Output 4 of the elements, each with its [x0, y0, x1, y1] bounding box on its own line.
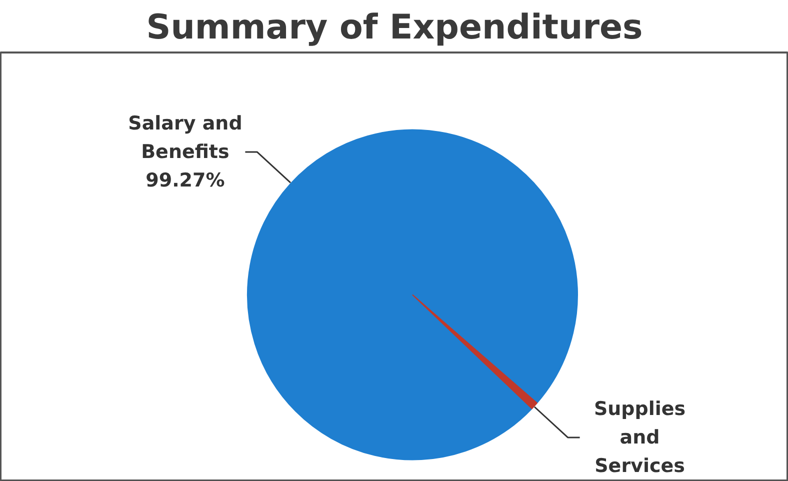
slice-label: Salary and Benefits [128, 112, 242, 164]
slice-label: Supplies and Services [594, 398, 686, 478]
chart-title: Summary of Expenditures [146, 8, 643, 48]
data-label: 99.27% [146, 170, 225, 192]
